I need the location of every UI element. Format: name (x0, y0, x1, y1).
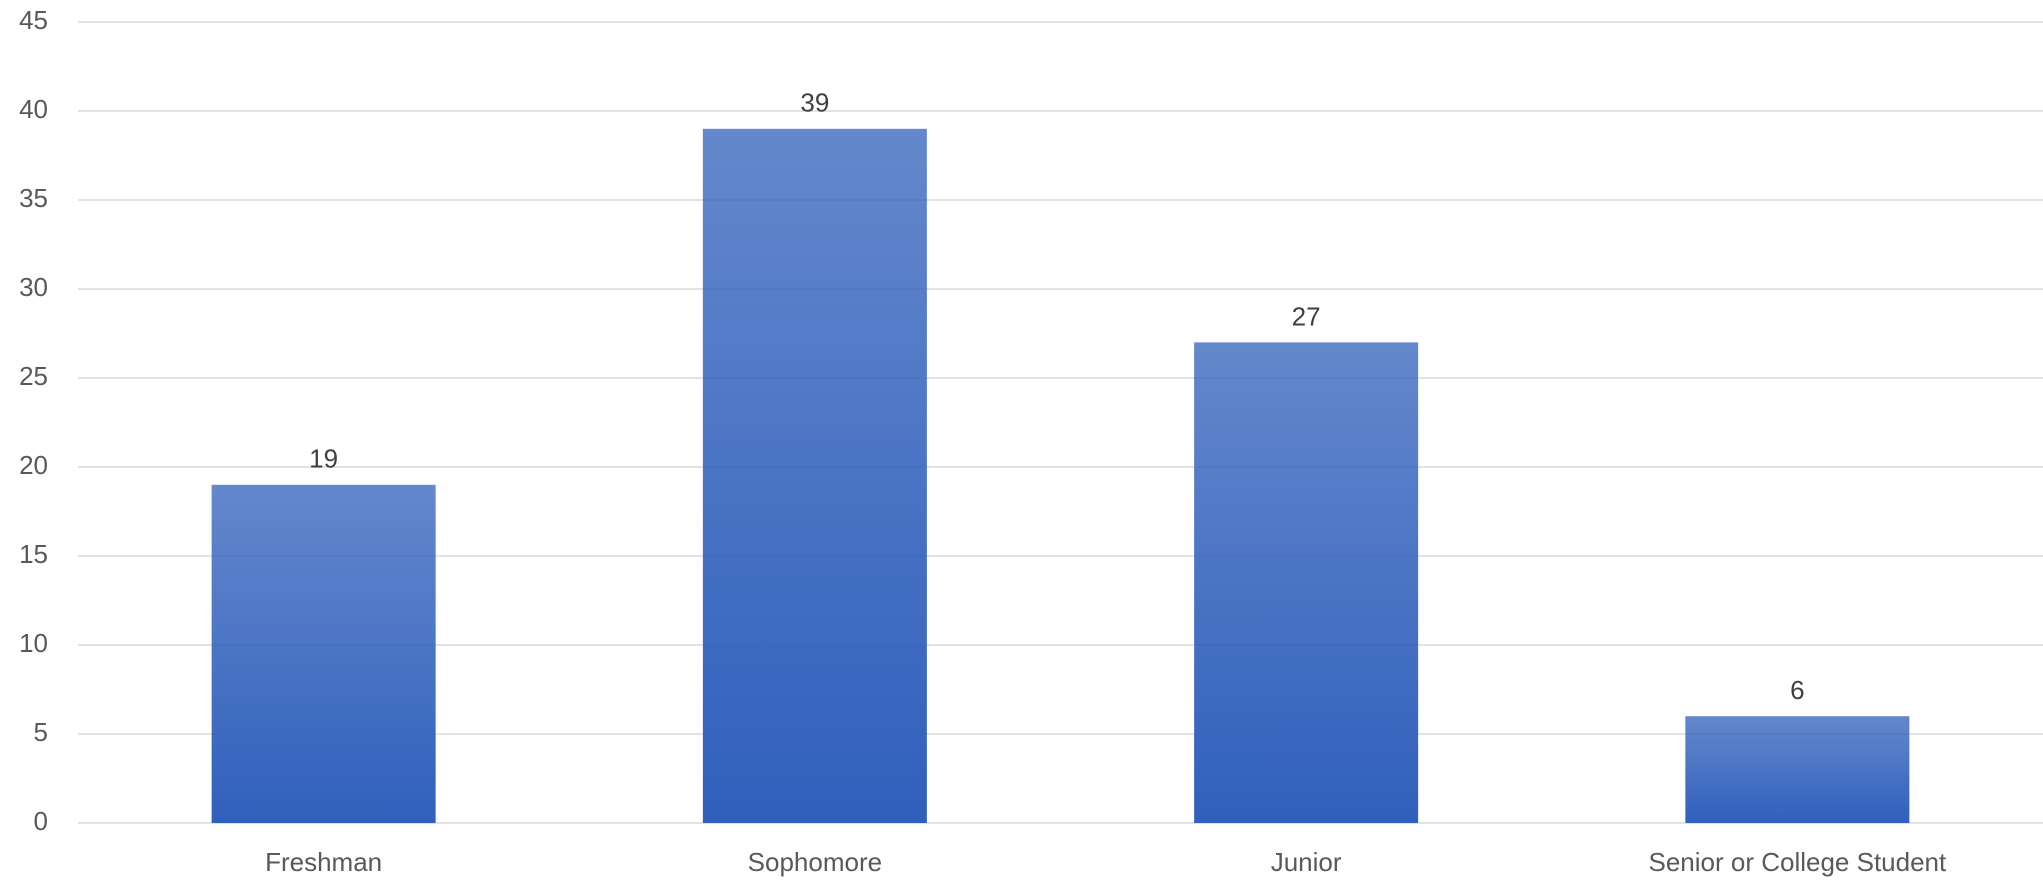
y-tick-label: 35 (19, 183, 48, 213)
value-label: 19 (309, 444, 338, 474)
y-tick-label: 20 (19, 450, 48, 480)
value-label: 27 (1292, 301, 1321, 331)
y-tick-label: 0 (34, 806, 48, 836)
x-tick-label: Sophomore (748, 847, 882, 877)
x-tick-label: Senior or College Student (1649, 847, 1948, 877)
y-tick-label: 15 (19, 539, 48, 569)
x-tick-label: Junior (1271, 847, 1342, 877)
bar (1194, 342, 1419, 823)
bar (702, 128, 927, 824)
bar (1685, 716, 1910, 823)
value-label: 6 (1790, 675, 1804, 705)
y-tick-label: 40 (19, 94, 48, 124)
bar (211, 484, 436, 823)
y-tick-label: 10 (19, 628, 48, 658)
y-tick-label: 5 (34, 717, 48, 747)
x-tick-label: Freshman (265, 847, 382, 877)
y-tick-label: 45 (19, 5, 48, 35)
y-tick-label: 30 (19, 272, 48, 302)
y-tick-label: 25 (19, 361, 48, 391)
value-label: 39 (800, 88, 829, 118)
